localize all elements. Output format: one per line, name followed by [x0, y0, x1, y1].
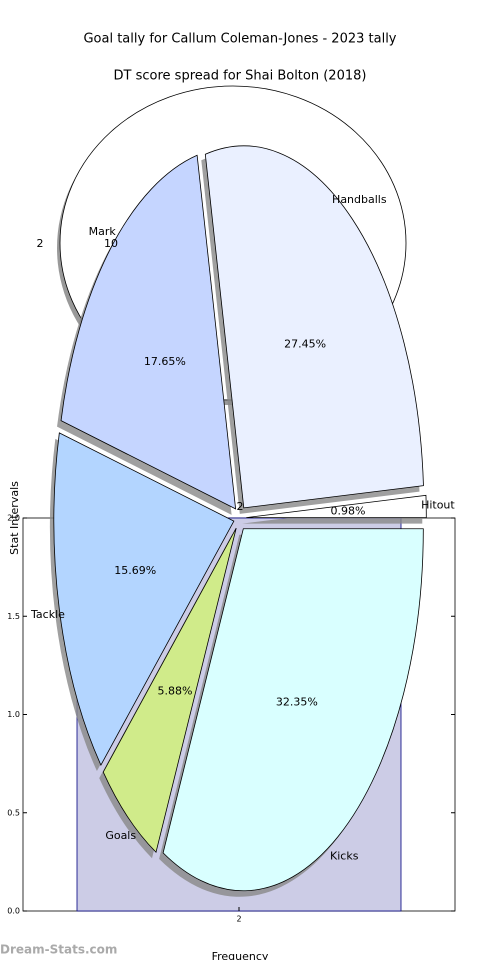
pie-chart: Hitout 0.98% Handballs 27.45% Mark 17.65% Tack… [30, 145, 455, 897]
value-label: 0.98% [330, 504, 365, 517]
value-label: 5.88% [157, 684, 192, 697]
pie-slice [246, 494, 427, 519]
pie-slice [204, 145, 424, 509]
y-tick-label: 0.0 [7, 907, 20, 916]
y-tick-label: 1.0 [7, 710, 20, 719]
y-axis-label: Stat Intervals [8, 481, 21, 555]
y-tick-label: 1.5 [7, 612, 20, 621]
pie-slice [60, 154, 237, 510]
chart-title: Goal tally for Callum Coleman-Jones - 20… [83, 32, 396, 47]
chart-title: DT score spread for Shai Bolton (2018) [114, 69, 367, 84]
annotation: 2 [37, 237, 44, 250]
pie-slice [162, 528, 424, 892]
value-label: 17.65% [144, 355, 186, 368]
y-tick-label: 2.0 [7, 514, 20, 523]
value-label: 32.35% [276, 696, 318, 709]
pie-slice [102, 527, 237, 853]
slice-label: Tackle [30, 608, 65, 621]
watermark: Dream-Stats.com [0, 943, 117, 957]
slice-label: Handballs [332, 193, 387, 206]
slice-label: Mark [89, 225, 117, 238]
value-label: 15.69% [114, 564, 156, 577]
x-axis-label: Frequency [212, 950, 269, 960]
annotation: 10 [104, 237, 118, 250]
y-tick-label: 0.5 [7, 808, 20, 817]
x-tick-label: 2 [236, 915, 241, 924]
pie-slice [53, 432, 235, 766]
slice-label: Goals [105, 829, 136, 842]
annotation: 2 [237, 500, 244, 513]
slice-label: Hitout [421, 499, 455, 512]
value-label: 27.45% [284, 338, 326, 351]
slice-label: Kicks [330, 850, 359, 863]
